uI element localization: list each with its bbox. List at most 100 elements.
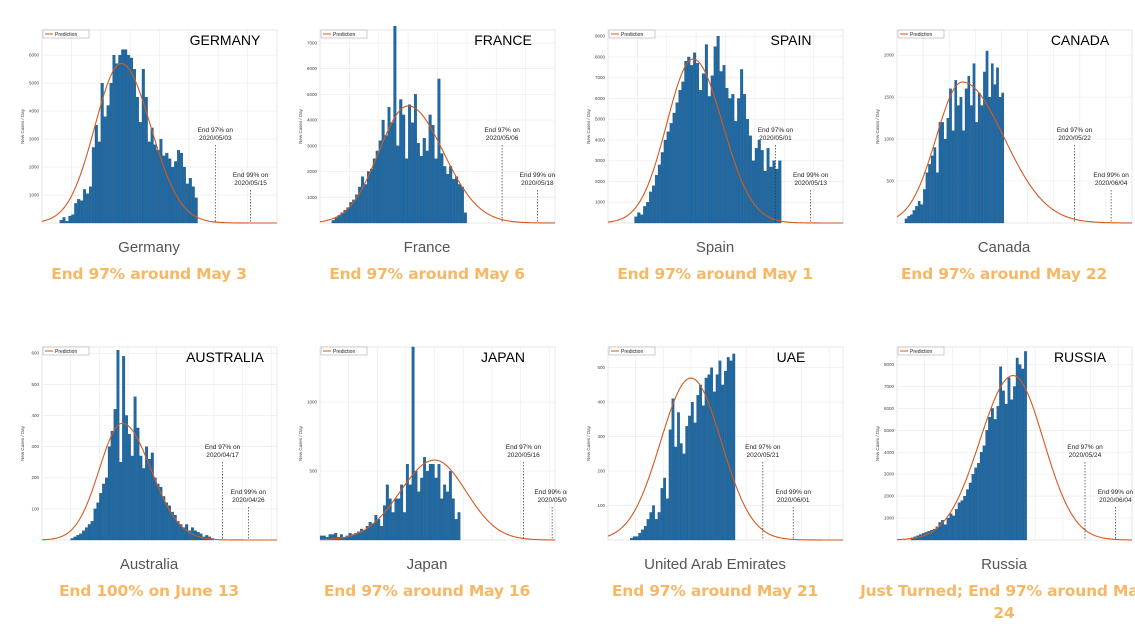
bar [666,131,670,224]
bar [96,502,100,541]
bar [364,184,367,224]
bar [630,538,633,541]
bar [112,55,116,224]
bar [693,52,697,224]
bar [385,484,389,541]
bar [103,116,107,224]
bar [957,502,961,541]
bar [440,498,444,541]
prediction-line [41,63,277,224]
annotation-99-label: End 99% on [233,172,269,179]
bar [366,171,370,224]
bar [960,500,964,541]
country-caption: Germany [118,239,180,256]
bar [677,412,680,541]
bar [725,87,729,224]
bar [968,482,972,541]
panel-uae: 100 200 300 400 500 New Cases / Day End 97% on… [575,342,855,642]
bar [147,141,151,224]
legend-label: Prediction [55,32,77,38]
bar [657,512,661,541]
bar [62,217,66,224]
bar [938,122,942,224]
bar [754,148,758,224]
bar [371,523,375,541]
y-tick-label: 600 [31,351,39,356]
prediction-line [607,377,843,541]
bar [993,419,997,541]
bar [365,526,369,541]
chart-germany: 1000 2000 3000 4000 5000 6000 New Cases / Day E… [20,29,278,224]
bar [912,210,916,224]
bar [910,214,913,224]
bar [150,127,154,224]
bar [772,160,776,224]
y-tick-label: 4000 [29,109,40,114]
bar [369,168,373,224]
bar [76,535,80,541]
bar [979,452,983,541]
y-tick-label: 9000 [595,34,606,39]
bar [109,83,113,224]
bar [1007,377,1011,541]
bar [431,464,435,541]
bar [419,155,423,224]
bar [671,398,675,541]
bar [451,498,455,541]
bar [654,519,658,541]
bar [177,150,181,224]
bar [362,530,366,541]
y-tick-label: 6000 [29,53,40,58]
bar [188,530,191,541]
country-caption: Spain [695,239,735,256]
bar [122,356,126,541]
bar [690,402,694,541]
bar [455,176,459,224]
bar [83,189,87,224]
legend-box [608,346,656,356]
bar [943,524,947,541]
bar [701,73,705,224]
bar [182,166,186,224]
bar [388,498,392,541]
legend-label: Prediction [621,32,643,38]
bar [331,220,335,224]
y-tick-label: 7000 [884,384,895,389]
y-axis-label: New Cases / Day [20,425,25,461]
y-tick-label: 2000 [595,179,606,184]
country-caption: France [403,239,451,256]
bar [118,55,122,224]
bar [349,202,353,224]
bar [352,199,356,224]
annotation-97-date: 2020/05/22 [1058,135,1091,142]
bar [1015,357,1019,541]
bar [105,477,108,541]
bar [1021,368,1025,541]
bar [970,105,973,224]
bar [142,468,146,541]
y-tick-label: 100 [597,503,605,508]
y-tick-label: 7000 [595,75,606,80]
y-tick-label: 300 [597,434,605,439]
bar [949,88,952,224]
country-caption: Australia [119,556,179,573]
bar [162,496,166,541]
bar [996,406,1000,541]
bar [428,464,432,541]
bar [94,124,98,224]
legend-label: Prediction [621,349,643,355]
bar [952,515,956,541]
bar [904,218,908,224]
bar [86,193,89,224]
bar [91,147,95,224]
bar [643,526,647,541]
country-caption: Japan [406,556,448,573]
bar [334,532,338,541]
annotation-97-date: 2020/05/21 [747,452,780,459]
end-estimate-headline: End 97% around May 22 [900,265,1108,283]
bar [930,530,933,541]
bar [649,191,653,224]
annotation-99-date: 2020/06/04 [1099,497,1132,504]
bar [153,477,157,541]
bar [150,452,154,541]
